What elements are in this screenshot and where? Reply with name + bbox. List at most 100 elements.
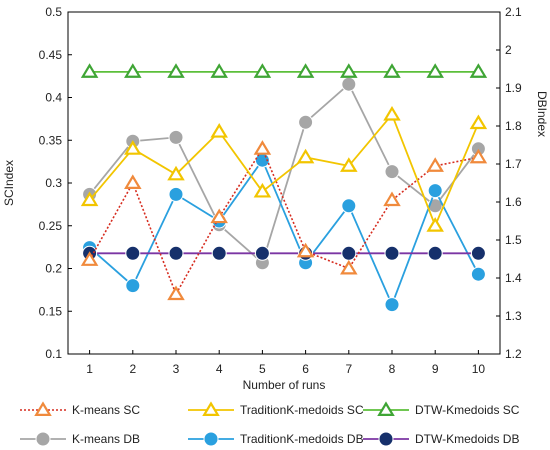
y-right-tick-label: 2.1 bbox=[505, 5, 522, 19]
legend-item: TraditionK-medoids SC bbox=[188, 401, 364, 417]
data-point bbox=[427, 183, 443, 199]
data-point bbox=[125, 245, 141, 261]
data-point bbox=[80, 191, 99, 207]
data-point bbox=[470, 266, 486, 282]
legend-marker bbox=[34, 401, 52, 416]
y-left-tick-label: 0.45 bbox=[39, 48, 63, 62]
data-point bbox=[469, 63, 488, 78]
y-left-tick-label: 0.3 bbox=[45, 176, 62, 190]
series-line bbox=[88, 147, 479, 297]
series-layer bbox=[80, 63, 488, 313]
x-tick-label: 2 bbox=[129, 362, 136, 376]
x-tick-label: 3 bbox=[173, 362, 180, 376]
x-tick-label: 5 bbox=[259, 362, 266, 376]
legend-item: DTW-Kmedoids DB bbox=[363, 431, 519, 447]
legend-marker bbox=[35, 431, 51, 447]
data-point bbox=[340, 157, 358, 172]
data-point bbox=[124, 140, 142, 155]
data-point bbox=[167, 285, 185, 301]
data-point bbox=[210, 63, 228, 78]
series-traditionk-medoids-sc bbox=[80, 105, 488, 232]
y-left-tick-label: 0.1 bbox=[45, 347, 62, 361]
legend-label: TraditionK-medoids DB bbox=[240, 432, 364, 446]
data-point bbox=[383, 191, 401, 207]
y-axis-title-left: SCIndex bbox=[2, 160, 16, 206]
x-tick-label: 7 bbox=[345, 362, 352, 376]
data-point bbox=[124, 174, 142, 189]
data-point bbox=[296, 242, 315, 258]
data-point bbox=[298, 114, 314, 130]
y-right-tick-label: 1.8 bbox=[505, 119, 522, 133]
data-point bbox=[168, 186, 184, 202]
series-traditionk-medoids-db bbox=[82, 152, 486, 313]
x-tick-label: 4 bbox=[216, 362, 223, 376]
data-point bbox=[383, 63, 401, 78]
legend-label: K-means SC bbox=[72, 403, 140, 417]
y-left-tick-label: 0.5 bbox=[45, 5, 62, 19]
legend-marker bbox=[202, 401, 220, 416]
data-point bbox=[210, 208, 228, 224]
data-point bbox=[340, 259, 358, 275]
series-line bbox=[88, 82, 480, 265]
legend-label: DTW-Kmedoids SC bbox=[415, 403, 520, 417]
data-point bbox=[340, 63, 358, 78]
y-right-tick-label: 1.2 bbox=[505, 347, 522, 361]
x-tick-label: 9 bbox=[432, 362, 439, 376]
legend-marker bbox=[378, 431, 394, 447]
axes-layer: 0.1 0.15 0.2 0.25 0.3 0.35 0.4 0.45 0.5 1.2 1.3 1.4… bbox=[39, 5, 522, 376]
legend-item: DTW-Kmedoids SC bbox=[363, 401, 520, 417]
data-point bbox=[125, 278, 141, 294]
y-left-tick-label: 0.25 bbox=[39, 219, 63, 233]
data-point bbox=[296, 148, 315, 164]
series-k-means-sc bbox=[80, 140, 488, 301]
y-left-tick-label: 0.35 bbox=[39, 133, 63, 147]
data-point bbox=[80, 251, 99, 266]
y-axis-title-right: DBIndex bbox=[535, 91, 549, 137]
legend-item: K-means SC bbox=[20, 401, 140, 417]
series-dtw-kmedoids-db bbox=[82, 245, 486, 261]
y-left-tick-label: 0.4 bbox=[45, 91, 62, 105]
x-axis-title: Number of runs bbox=[243, 378, 326, 392]
data-point bbox=[254, 245, 270, 261]
legend-label: TraditionK-medoids SC bbox=[240, 403, 364, 417]
series-k-means-db bbox=[82, 76, 486, 271]
data-point bbox=[426, 157, 444, 172]
data-point bbox=[341, 76, 357, 92]
data-point bbox=[427, 245, 443, 261]
data-point bbox=[253, 182, 272, 198]
data-point bbox=[384, 245, 400, 261]
legend-label: K-means DB bbox=[72, 432, 140, 446]
y-right-tick-label: 2 bbox=[505, 43, 512, 57]
y-left-tick-label: 0.15 bbox=[39, 304, 63, 318]
data-point bbox=[341, 198, 357, 214]
data-point bbox=[210, 123, 228, 138]
data-point bbox=[168, 245, 184, 261]
y-right-tick-label: 1.7 bbox=[505, 157, 522, 171]
data-point bbox=[253, 140, 272, 155]
series-line bbox=[89, 158, 480, 307]
legend-item: K-means DB bbox=[20, 431, 140, 447]
y-left-tick-label: 0.2 bbox=[45, 262, 62, 276]
data-point bbox=[383, 105, 401, 121]
data-point bbox=[167, 165, 185, 181]
data-point bbox=[80, 63, 99, 78]
x-tick-label: 1 bbox=[86, 362, 93, 376]
data-point bbox=[296, 63, 315, 78]
legend-item: TraditionK-medoids DB bbox=[188, 431, 364, 447]
x-tick-label: 10 bbox=[472, 362, 486, 376]
data-point bbox=[168, 129, 184, 145]
data-point bbox=[426, 217, 444, 232]
y-right-tick-label: 1.4 bbox=[505, 271, 522, 285]
data-point bbox=[211, 245, 227, 261]
y-right-tick-label: 1.6 bbox=[505, 195, 522, 209]
data-point bbox=[470, 245, 486, 261]
data-point bbox=[384, 297, 400, 313]
data-point bbox=[426, 63, 444, 78]
data-point bbox=[167, 63, 185, 78]
y-right-tick-label: 1.5 bbox=[505, 233, 522, 247]
legend: K-means SC TraditionK-medoids SC DTW-Kmedo… bbox=[20, 401, 520, 447]
data-point bbox=[253, 63, 272, 78]
series-dtw-kmedoids-sc bbox=[80, 63, 488, 78]
data-point bbox=[341, 245, 357, 261]
